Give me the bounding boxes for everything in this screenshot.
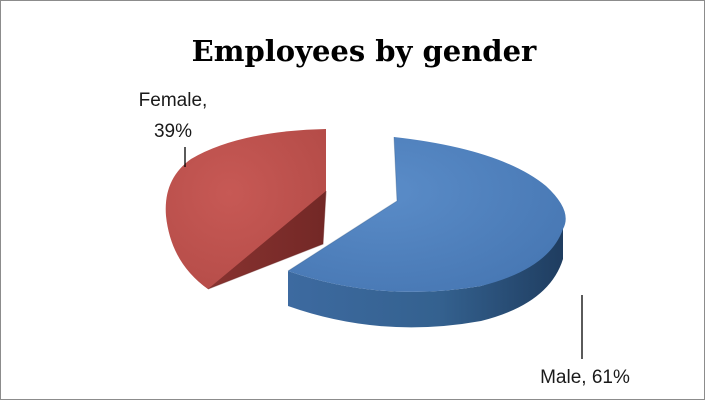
chart-title: Employees by gender xyxy=(192,34,537,68)
data-label-male: Male, 61% xyxy=(540,295,630,388)
male-slice-side xyxy=(288,221,563,328)
female-slice-top xyxy=(165,129,326,289)
male-slice-top xyxy=(288,137,566,292)
female-label-category: Female, xyxy=(139,90,208,111)
pie-slice-female xyxy=(165,129,327,290)
pie-slice-male xyxy=(287,136,566,328)
female-label-value: 39% xyxy=(154,121,192,142)
data-label-female: Female, 39% xyxy=(139,90,208,167)
male-label: Male, 61% xyxy=(540,367,630,388)
